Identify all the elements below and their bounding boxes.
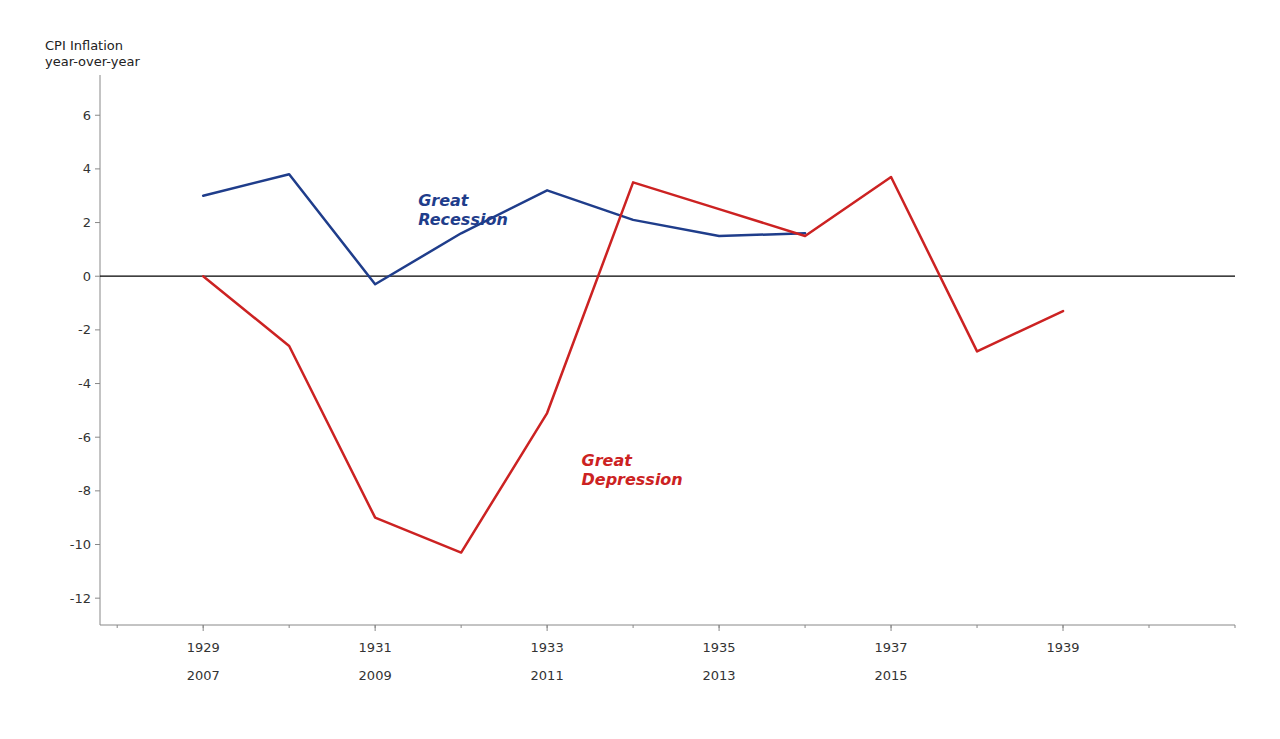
x-tick-label: 1933 bbox=[531, 640, 564, 655]
y-tick bbox=[95, 383, 100, 384]
x-axis-line bbox=[100, 625, 1235, 626]
y-tick-label: -10 bbox=[70, 537, 91, 552]
y-tick bbox=[95, 276, 100, 277]
x-minor-tick bbox=[1235, 625, 1236, 628]
y-tick bbox=[95, 490, 100, 491]
x-tick bbox=[547, 625, 548, 631]
x-minor-tick bbox=[1149, 625, 1150, 628]
y-tick bbox=[95, 329, 100, 330]
x-tick bbox=[375, 625, 376, 631]
annotation: GreatRecession bbox=[418, 190, 508, 228]
x-tick-label: 1937 bbox=[875, 640, 908, 655]
x-minor-tick bbox=[977, 625, 978, 628]
plot-area bbox=[100, 174, 1235, 552]
x-tick bbox=[719, 625, 720, 631]
y-tick bbox=[95, 544, 100, 545]
x-tick bbox=[891, 625, 892, 631]
y-axis-line bbox=[100, 75, 101, 625]
x-tick-label: 1929 bbox=[187, 640, 220, 655]
y-tick bbox=[95, 598, 100, 599]
x-minor-tick bbox=[461, 625, 462, 628]
annotation: GreatDepression bbox=[582, 450, 683, 488]
x-tick-label: 1935 bbox=[703, 640, 736, 655]
y-tick-label: -2 bbox=[78, 322, 91, 337]
text-line: CPI Inflation bbox=[45, 38, 123, 53]
y-tick-label: 0 bbox=[83, 269, 91, 284]
text-line: Recession bbox=[418, 209, 508, 228]
text-line: Great bbox=[418, 190, 470, 209]
y-tick-label: 6 bbox=[83, 108, 91, 123]
x2-tick-label: 2009 bbox=[359, 668, 392, 683]
y-tick-label: -12 bbox=[70, 591, 91, 606]
x-tick bbox=[203, 625, 204, 631]
x-tick-label: 1931 bbox=[359, 640, 392, 655]
y-tick-label: -6 bbox=[78, 430, 91, 445]
x-tick-label: 1939 bbox=[1046, 640, 1079, 655]
x2-tick-label: 2007 bbox=[187, 668, 220, 683]
chart: 6 4 2 0 -2 -4 -6 -8 -10 -12 1929 1931 1933 1935 1937 19… bbox=[0, 0, 1280, 739]
y-tick bbox=[95, 115, 100, 116]
x-minor-tick bbox=[289, 625, 290, 628]
text-line: year-over-year bbox=[45, 54, 140, 69]
y-tick bbox=[95, 222, 100, 223]
series-line bbox=[203, 177, 1063, 553]
x-minor-tick bbox=[633, 625, 634, 628]
x2-tick-label: 2011 bbox=[531, 668, 564, 683]
y-tick bbox=[95, 437, 100, 438]
zero-line bbox=[100, 276, 1235, 277]
x2-tick-label: 2013 bbox=[703, 668, 736, 683]
x2-tick-label: 2015 bbox=[875, 668, 908, 683]
y-tick-label: 2 bbox=[83, 215, 91, 230]
y-tick-label: -8 bbox=[78, 483, 91, 498]
y-axis-label: CPI Inflationyear-over-year bbox=[45, 38, 140, 69]
text-line: Depression bbox=[582, 469, 683, 488]
annotations: GreatRecessionGreatDepression bbox=[418, 190, 683, 488]
x-tick bbox=[1063, 625, 1064, 631]
y-tick bbox=[95, 168, 100, 169]
x-minor-tick bbox=[117, 625, 118, 628]
y-tick-label: -4 bbox=[78, 376, 91, 391]
y-tick-label: 4 bbox=[83, 161, 91, 176]
x-minor-tick bbox=[805, 625, 806, 628]
text-line: Great bbox=[582, 450, 634, 469]
axes: 6 4 2 0 -2 -4 -6 -8 -10 -12 1929 1931 1933 1935 1937 19… bbox=[70, 75, 1235, 683]
series-line bbox=[203, 174, 805, 284]
